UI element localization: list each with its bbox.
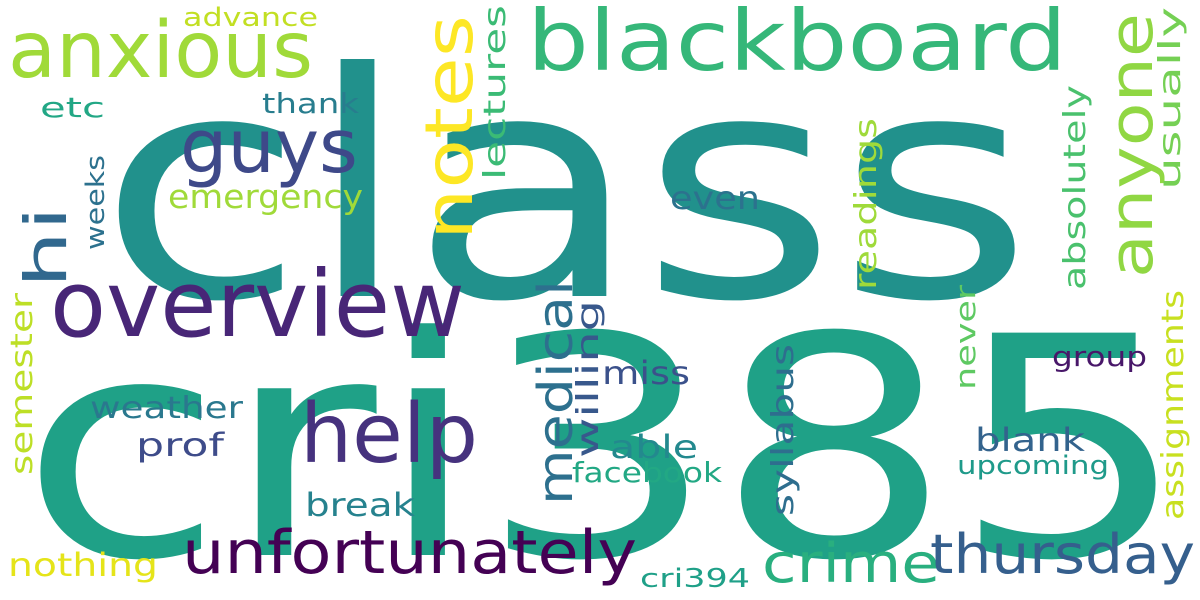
- word-absolutely: absolutely: [1058, 85, 1093, 290]
- word-usually: usually: [1153, 7, 1188, 190]
- word-lectures: lectures: [478, 5, 513, 180]
- word-medical: medical: [528, 280, 584, 505]
- word-cri385: cri385: [20, 272, 1188, 600]
- word-notes: notes: [411, 15, 488, 240]
- word-nothing: nothing: [8, 546, 158, 584]
- word-hi: hi: [12, 206, 80, 288]
- word-guys: guys: [180, 104, 358, 190]
- word-prof: prof: [136, 426, 225, 464]
- word-able: able: [610, 428, 698, 466]
- word-cri394: cri394: [640, 564, 750, 594]
- word-blackboard: blackboard: [527, 0, 1067, 90]
- word-assignments: assignments: [1156, 290, 1191, 520]
- word-thursday: thursday: [930, 523, 1195, 586]
- word-weeks: weeks: [81, 155, 111, 250]
- word-crime: crime: [762, 532, 940, 595]
- word-help: help: [300, 387, 478, 482]
- word-etc: etc: [40, 91, 105, 124]
- word-anxious: anxious: [8, 6, 313, 96]
- word-syllabus: syllabus: [766, 344, 801, 516]
- word-class: class: [98, 6, 1033, 370]
- word-group: group: [1052, 340, 1147, 373]
- word-unfortunately: unfortunately: [182, 518, 637, 588]
- word-weather: weather: [90, 391, 244, 426]
- word-emergency: emergency: [168, 177, 363, 216]
- word-readings: readings: [849, 118, 884, 290]
- word-never: never: [949, 284, 982, 390]
- word-willing: willing: [571, 300, 606, 458]
- word-thank: thank: [262, 87, 360, 120]
- word-overview: overview: [50, 251, 465, 358]
- word-anyone: anyone: [1097, 13, 1167, 278]
- word-facebook: facebook: [572, 456, 723, 489]
- word-even: even: [670, 179, 760, 217]
- word-advance: advance: [183, 3, 318, 33]
- word-blank: blank: [975, 421, 1086, 459]
- word-break: break: [305, 486, 416, 524]
- word-semester: semester: [5, 292, 40, 475]
- word-miss: miss: [602, 354, 690, 392]
- word-upcoming: upcoming: [957, 451, 1109, 481]
